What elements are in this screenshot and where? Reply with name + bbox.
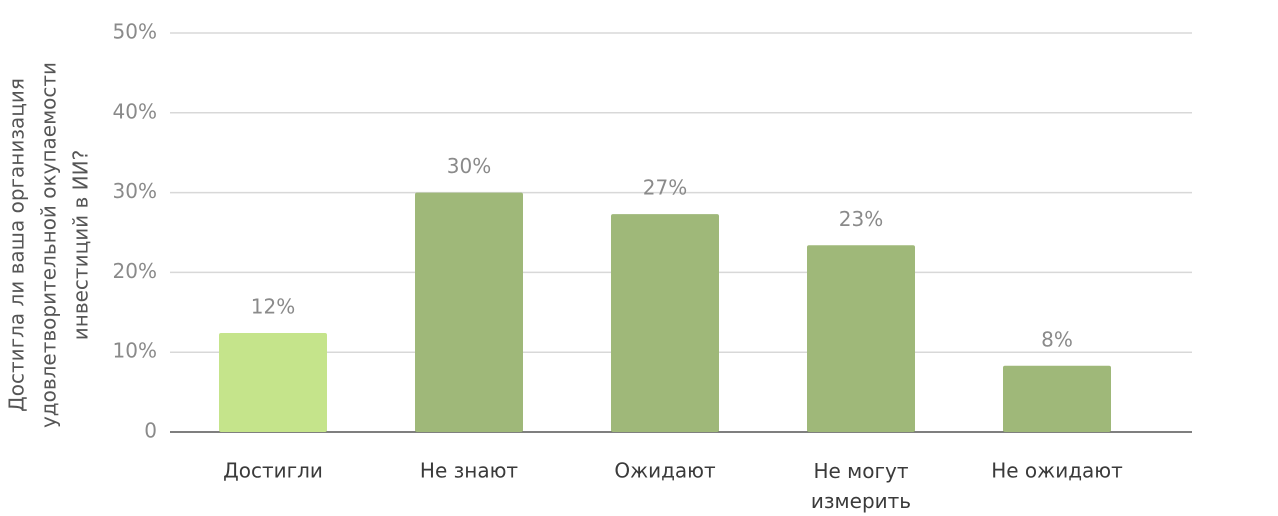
x-tick-label: Достигли bbox=[223, 459, 323, 483]
bar bbox=[415, 192, 523, 432]
y-tick-label: 10% bbox=[113, 339, 157, 363]
bar bbox=[219, 333, 327, 432]
y-tick-label: 30% bbox=[113, 179, 157, 203]
y-axis-label: удовлетворительной окупаемости bbox=[37, 62, 61, 428]
x-tick-label: Не ожидают bbox=[991, 459, 1123, 483]
y-tick-label: 50% bbox=[113, 20, 157, 44]
x-tick-label: Не знают bbox=[420, 459, 519, 483]
y-axis-label: Достигла ли ваша организация bbox=[5, 78, 29, 412]
bar bbox=[1003, 365, 1111, 432]
bar bbox=[807, 245, 915, 432]
y-tick-label: 20% bbox=[113, 259, 157, 283]
value-label: 23% bbox=[839, 207, 883, 231]
value-label: 30% bbox=[447, 154, 491, 178]
x-tick-label: Ожидают bbox=[614, 459, 716, 483]
bar bbox=[611, 214, 719, 432]
value-label: 8% bbox=[1041, 327, 1073, 351]
x-tick-label: Не могут измерить bbox=[811, 459, 911, 513]
y-tick-label: 0 bbox=[144, 419, 157, 443]
value-label: 12% bbox=[251, 295, 295, 319]
y-axis-label: инвестиций в ИИ? bbox=[69, 150, 93, 340]
y-tick-label: 40% bbox=[113, 99, 157, 123]
value-label: 27% bbox=[643, 176, 687, 200]
